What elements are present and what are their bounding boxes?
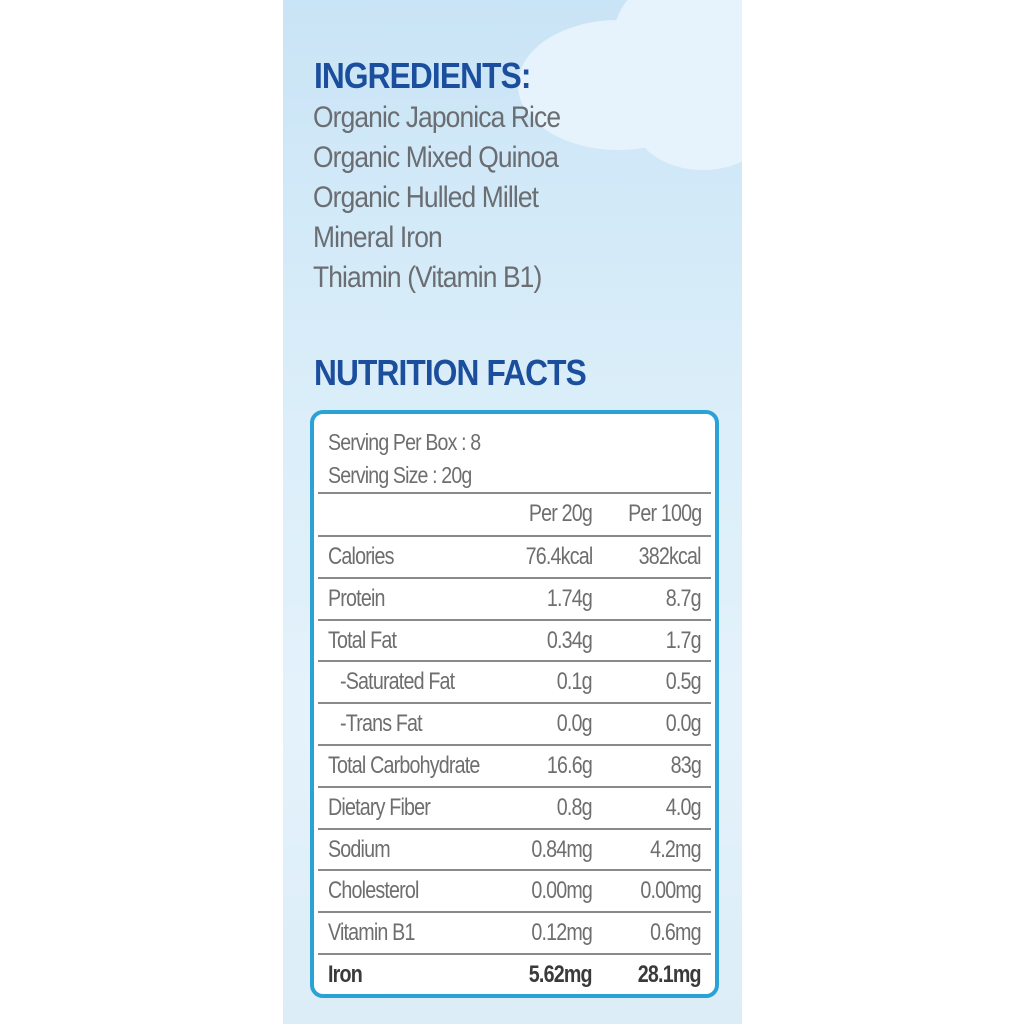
ingredients-list: Organic Japonica Rice Organic Mixed Quin… [313, 98, 594, 298]
table-row: Vitamin B1 0.12mg 0.6mg [318, 911, 711, 953]
table-row: Total Carbohydrate 16.6g 83g [318, 743, 711, 786]
nutrition-rows: Per 20g Per 100g Calories 76.4kcal 382kc… [318, 492, 711, 995]
nutrient-label: Total Fat [328, 626, 397, 654]
column-header: Per 20g [528, 500, 593, 527]
table-row: Dietary Fiber 0.8g 4.0g [318, 785, 711, 828]
nutrient-label: Sodium [328, 835, 391, 863]
nutrient-label: Total Carbohydrate [328, 751, 480, 779]
per-20g-value: 0.84mg [531, 835, 593, 863]
column-header: Per 100g [627, 500, 702, 527]
table-row: Total Fat 0.34g 1.7g [318, 618, 711, 661]
per-100g-value: 1.7g [665, 626, 702, 654]
ingredients-title: INGREDIENTS: [314, 55, 531, 96]
column-header-row: Per 20g Per 100g [318, 492, 711, 535]
table-row: Protein 1.74g 8.7g [318, 576, 711, 619]
nutrient-label: Cholesterol [328, 877, 419, 905]
per-100g-value: 83g [670, 751, 702, 779]
ingredient-item: Thiamin (Vitamin B1) [313, 261, 542, 294]
serving-per-box: Serving Per Box : 8 [328, 429, 481, 455]
per-100g-value: 4.0g [665, 793, 702, 821]
nutrition-title: NUTRITION FACTS [314, 352, 587, 393]
nutrient-label: -Saturated Fat [340, 668, 455, 696]
per-100g-value: 0.0g [665, 710, 702, 738]
per-100g-value: 0.5g [665, 668, 702, 696]
nutrient-label: Dietary Fiber [328, 793, 431, 821]
per-20g-value: 0.8g [556, 793, 593, 821]
table-row: -Trans Fat 0.0g 0.0g [318, 702, 711, 744]
package-panel: INGREDIENTS: Organic Japonica Rice Organ… [283, 0, 742, 1024]
ingredient-item: Organic Japonica Rice [313, 101, 561, 134]
table-row: -Saturated Fat 0.1g 0.5g [318, 660, 711, 702]
per-100g-value: 0.6mg [650, 919, 701, 947]
per-100g-value: 0.00mg [640, 877, 702, 905]
per-20g-value: 0.34g [546, 626, 593, 654]
serving-size: Serving Size : 20g [328, 462, 472, 488]
nutrient-label: Calories [328, 543, 394, 570]
nutrient-label: Protein [328, 584, 385, 612]
table-row: Iron 5.62mg 28.1mg [318, 952, 711, 995]
ingredient-item: Organic Mixed Quinoa [313, 141, 559, 174]
nutrient-label: -Trans Fat [340, 710, 423, 738]
per-100g-value: 382kcal [638, 543, 702, 570]
per-20g-value: 0.0g [556, 710, 593, 738]
per-20g-value: 1.74g [546, 584, 593, 612]
nutrient-label: Vitamin B1 [328, 919, 415, 947]
per-100g-value: 4.2mg [650, 835, 701, 863]
nutrient-label: Iron [328, 960, 363, 988]
table-row: Calories 76.4kcal 382kcal [318, 535, 711, 577]
table-row: Cholesterol 0.00mg 0.00mg [318, 869, 711, 911]
per-20g-value: 16.6g [546, 751, 593, 779]
per-20g-value: 76.4kcal [525, 543, 593, 570]
ingredient-item: Organic Hulled Millet [313, 181, 539, 214]
per-20g-value: 0.00mg [531, 877, 593, 905]
per-20g-value: 0.12mg [531, 919, 593, 947]
per-20g-value: 5.62mg [529, 960, 593, 988]
serving-info: Serving Per Box : 8 Serving Size : 20g [328, 426, 481, 492]
table-row: Sodium 0.84mg 4.2mg [318, 827, 711, 870]
ingredient-item: Mineral Iron [313, 221, 443, 254]
cloud-decoration [633, 70, 742, 170]
per-20g-value: 0.1g [556, 668, 593, 696]
per-100g-value: 28.1mg [638, 960, 702, 988]
nutrition-table: Serving Per Box : 8 Serving Size : 20g P… [310, 410, 719, 998]
per-100g-value: 8.7g [665, 584, 702, 612]
